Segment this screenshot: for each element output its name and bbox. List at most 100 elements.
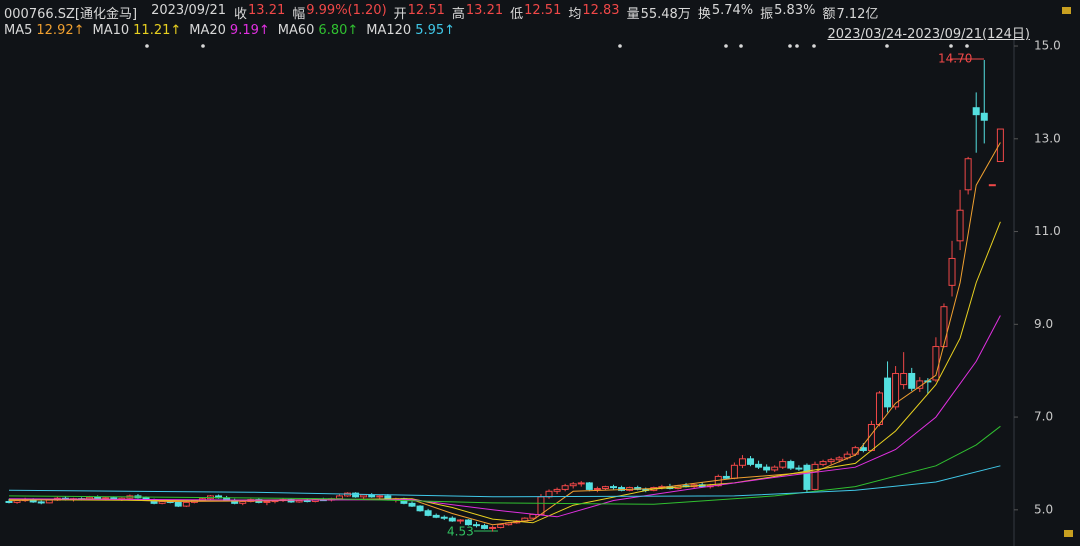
max-annotation: 14.70 [938,52,972,66]
candle-body [996,128,1004,163]
stat-label: 收 [234,7,248,22]
candle-body [5,500,13,503]
stat-label: 开 [393,7,407,22]
legend-name: MA20 [189,23,226,38]
event-stars [145,44,969,48]
candle-body [730,464,738,479]
candle-body [980,112,988,121]
candle-body [618,487,626,491]
candle-body [537,496,545,515]
candle-body [37,501,45,504]
candle-body [368,494,376,498]
candle-body [497,524,505,528]
symbol: 000766.SZ[通化金马] [4,7,138,22]
ma-line [8,142,1001,526]
stat-label: 均 [568,7,582,22]
lock-icon[interactable] [1064,530,1073,537]
candle-body [440,516,448,519]
legend-value: 11.21↑ [133,23,182,38]
candle-body [755,463,763,468]
candle-body [174,501,182,507]
legend-value: 6.80↑ [318,23,359,38]
legend-name: MA5 [4,23,33,38]
stat-value: 5.83% [774,3,816,18]
candle-body [481,525,489,529]
candle-body [472,524,480,527]
stat-value: 12.51 [524,3,562,18]
date: 2023/09/21 [151,3,226,18]
legend-name: MA60 [277,23,315,38]
legend-value: 5.95↑ [415,23,456,38]
candle-body [263,500,271,503]
ma-line [8,221,1001,524]
candle-body [827,459,835,463]
candle-body [448,517,456,522]
stat-value: 13.21 [465,3,504,18]
candle-body [940,306,948,348]
stat-label: 低 [510,7,524,22]
candle-body [763,466,771,471]
candle-body [432,514,440,518]
stat-value: 12.83 [582,3,620,18]
y-tick-label: 9.0 [1034,317,1053,331]
candle-body [593,487,601,490]
candle-body [803,464,811,490]
legend-value: 9.19↑ [229,23,270,38]
stat-value: 7.12亿 [836,7,879,22]
candle-body [569,483,577,487]
candle-body [352,492,360,498]
candle-body [779,461,787,468]
candle-body [553,488,561,492]
candle-body [771,466,779,471]
min-annotation: 4.53 [447,525,474,539]
candle-body [303,500,311,503]
ma-line [8,465,1001,498]
stat-label: 换 [697,7,711,22]
y-tick-label: 5.0 [1034,502,1053,516]
ma-line [8,425,1001,505]
range-label[interactable]: 2023/03/24-2023/09/21(124日) [827,27,1030,42]
y-tick-label: 15.0 [1034,39,1061,53]
candle-body [577,482,585,485]
candle-body [747,458,755,465]
candle-body [908,372,916,389]
candle-body [360,494,368,498]
stat-label: 高 [451,7,465,22]
candle-body [585,482,593,490]
candle-body [376,495,384,498]
candle-body [972,107,980,116]
candle-body [956,209,964,242]
stat-value: 5.74% [711,3,754,18]
stat-label: 幅 [292,7,306,22]
stat-label: 额 [822,7,836,22]
candle-body [811,463,819,490]
candle-body [738,458,746,466]
candle-body [529,513,537,519]
ma-legend: MA5 12.92↑ MA10 11.21↑ MA20 9.19↑ MA60 6.80↑ MA1… [4,23,463,38]
candle-body [545,490,553,498]
lock-icon[interactable] [1062,7,1071,14]
stat-label: 量 [626,7,640,22]
candle-body [884,377,892,408]
stat-value: 9.99%(1.20) [306,3,387,18]
stat-value: 12.51 [407,3,445,18]
candle-body [45,499,53,504]
candle-body [295,500,303,503]
candle-body [964,158,972,191]
candle-body [787,461,795,469]
y-tick-label: 11.0 [1034,224,1061,238]
candle-body [722,475,730,479]
candle-body [988,184,996,187]
candle-body [456,519,464,522]
legend-value: 12.92↑ [36,23,85,38]
candle-body [408,502,416,507]
candle-body [335,495,343,500]
candle-body [819,461,827,465]
candle-body [424,510,432,516]
stat-label: 振 [760,7,774,22]
candle-body [875,392,883,425]
legend-name: MA120 [366,23,412,38]
y-tick-label: 7.0 [1034,410,1053,424]
